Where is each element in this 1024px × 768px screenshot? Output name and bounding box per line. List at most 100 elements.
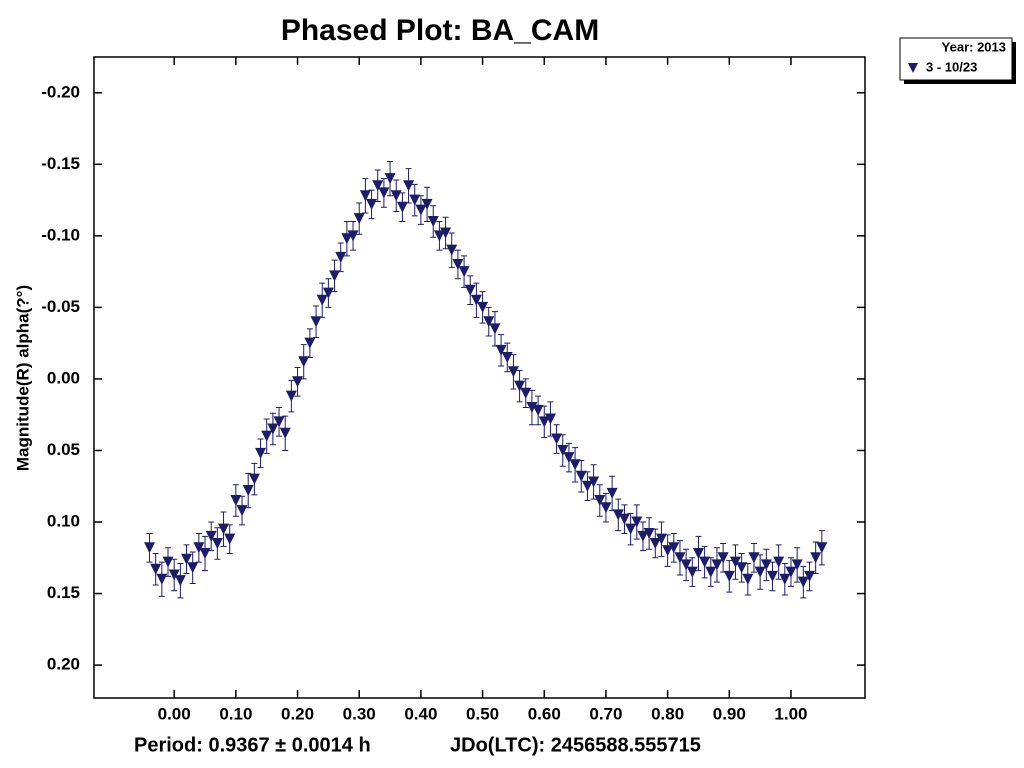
point <box>415 204 427 216</box>
point <box>310 316 322 328</box>
point <box>452 258 464 270</box>
point <box>477 301 489 313</box>
point <box>255 447 267 459</box>
point <box>723 570 735 582</box>
point <box>532 404 544 416</box>
point <box>162 556 174 568</box>
point <box>464 284 476 296</box>
point <box>711 559 723 571</box>
point <box>218 523 230 535</box>
point <box>544 413 556 425</box>
point <box>643 527 655 539</box>
point <box>742 573 754 585</box>
point <box>144 542 156 554</box>
point <box>156 573 168 585</box>
y-tick-label: -0.15 <box>41 154 80 173</box>
point <box>588 476 600 488</box>
point <box>199 547 211 559</box>
point <box>193 542 205 554</box>
y-tick-label: 0.10 <box>47 511 80 530</box>
footer-period: Period: 0.9367 ± 0.0014 h <box>134 734 371 756</box>
point <box>514 380 526 392</box>
point <box>329 270 341 282</box>
x-tick-label: 1.00 <box>774 704 807 723</box>
chart-title: Phased Plot: BA_CAM <box>281 14 599 47</box>
point <box>292 376 304 388</box>
point <box>662 545 674 557</box>
point <box>773 556 785 568</box>
point <box>538 416 550 428</box>
point <box>729 556 741 568</box>
point <box>649 537 661 549</box>
x-tick-label: 0.10 <box>219 704 252 723</box>
point <box>248 473 260 485</box>
point <box>211 537 223 549</box>
point <box>205 530 217 542</box>
x-tick-label: 0.90 <box>713 704 746 723</box>
point <box>520 387 532 399</box>
point <box>551 433 563 445</box>
point <box>421 198 433 210</box>
point <box>273 416 285 428</box>
point <box>378 187 390 199</box>
point <box>366 198 378 210</box>
point <box>736 562 748 574</box>
point <box>446 244 458 256</box>
footer-epoch: JDo(LTC): 2456588.555715 <box>450 734 701 756</box>
point <box>298 356 310 368</box>
y-tick-label: 0.15 <box>47 583 80 602</box>
point <box>341 233 353 245</box>
point <box>507 366 519 378</box>
x-tick-label: 0.40 <box>404 704 437 723</box>
point <box>637 530 649 542</box>
point <box>501 351 513 363</box>
point <box>766 570 778 582</box>
point <box>495 344 507 356</box>
point <box>606 487 618 499</box>
y-tick-label: 0.00 <box>47 368 80 387</box>
point <box>575 470 587 482</box>
x-tick-label: 0.80 <box>651 704 684 723</box>
point <box>150 563 162 575</box>
point <box>785 566 797 578</box>
point <box>569 459 581 471</box>
point <box>581 480 593 492</box>
point <box>316 294 328 306</box>
point <box>810 552 822 564</box>
point <box>322 287 334 299</box>
point <box>187 562 199 574</box>
point <box>261 430 273 442</box>
point <box>372 180 384 192</box>
legend <box>899 37 1013 81</box>
point <box>717 552 729 564</box>
point <box>668 542 680 554</box>
x-tick-label: 0.70 <box>589 704 622 723</box>
point <box>174 575 186 587</box>
point <box>470 294 482 306</box>
point <box>230 495 242 507</box>
x-tick-label: 0.30 <box>343 704 376 723</box>
point <box>760 559 772 571</box>
point <box>655 533 667 545</box>
point <box>557 444 569 456</box>
y-tick-label: 0.05 <box>47 440 80 459</box>
point <box>409 194 421 206</box>
point <box>224 533 236 545</box>
point <box>674 552 686 564</box>
point <box>353 213 365 225</box>
point <box>458 266 470 278</box>
point <box>803 570 815 582</box>
point <box>390 190 402 202</box>
point <box>347 230 359 242</box>
point <box>440 227 452 239</box>
point <box>168 569 180 581</box>
point <box>236 505 248 517</box>
y-tick-label: -0.20 <box>41 82 80 101</box>
point <box>526 402 538 414</box>
x-tick-label: 0.00 <box>158 704 191 723</box>
point <box>181 553 193 565</box>
point <box>791 559 803 571</box>
y-tick-label: -0.05 <box>41 297 80 316</box>
point <box>563 452 575 464</box>
